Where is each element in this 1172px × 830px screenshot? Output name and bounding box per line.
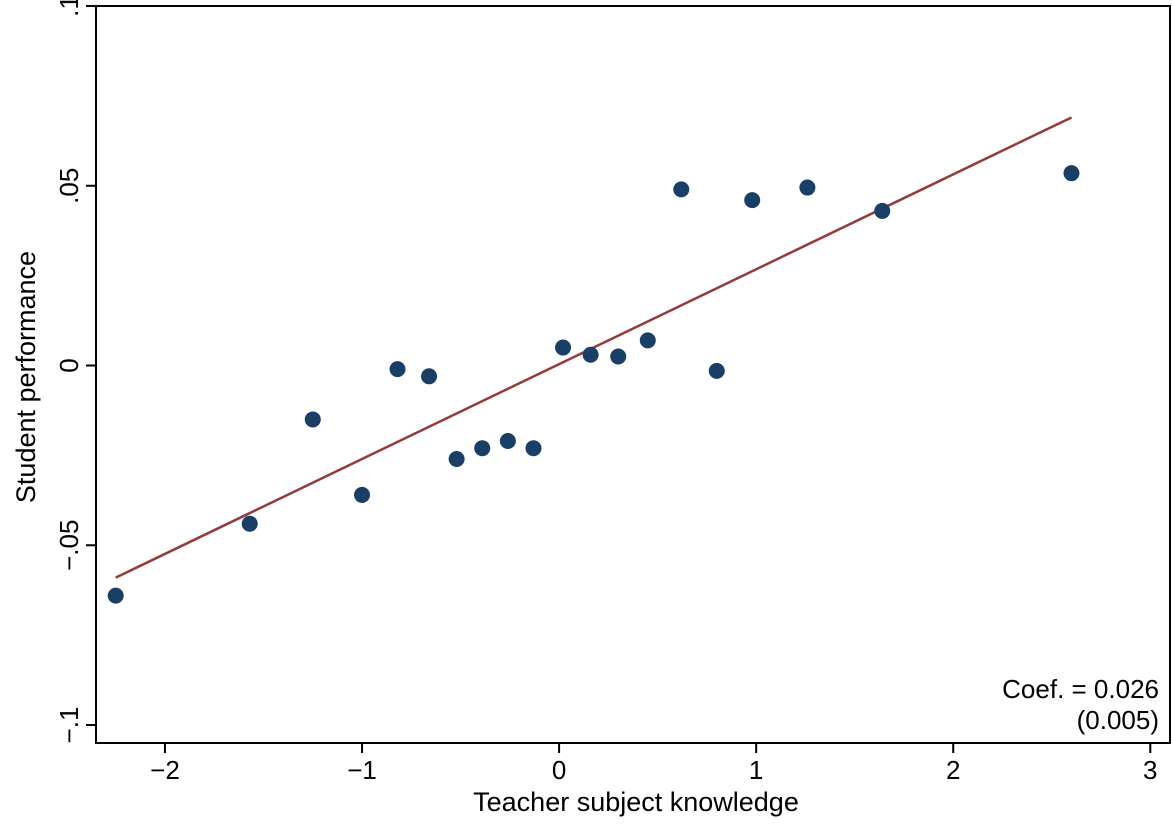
data-point xyxy=(448,450,465,467)
coefficient-annotation: Coef. = 0.026 xyxy=(1002,674,1159,704)
x-tick-label: −2 xyxy=(150,755,180,785)
data-point xyxy=(354,486,371,503)
data-point xyxy=(639,332,656,349)
y-axis-ticks: −.1 −.05 0 .05 .1 xyxy=(54,0,96,743)
data-point xyxy=(744,192,761,209)
data-point xyxy=(304,411,321,428)
data-point xyxy=(582,346,599,363)
data-point xyxy=(421,368,438,385)
x-tick-label: 2 xyxy=(946,755,960,785)
x-tick-label: 1 xyxy=(749,755,763,785)
x-tick-label: 0 xyxy=(552,755,566,785)
data-point xyxy=(241,515,258,532)
y-tick-label: 0 xyxy=(54,358,84,372)
x-axis-ticks: −2 −1 0 1 2 3 xyxy=(150,743,1158,785)
data-point xyxy=(555,339,572,356)
data-point xyxy=(525,440,542,457)
data-point xyxy=(708,362,725,379)
y-tick-label: −.1 xyxy=(54,707,84,744)
data-point xyxy=(673,181,690,198)
y-tick-label: .1 xyxy=(54,0,84,17)
x-tick-label: −1 xyxy=(347,755,377,785)
y-tick-label: .05 xyxy=(54,168,84,204)
data-point xyxy=(389,361,406,378)
plot-area xyxy=(95,5,1171,744)
data-points xyxy=(107,165,1080,604)
data-point xyxy=(1063,165,1080,182)
data-point xyxy=(499,433,516,450)
x-axis-title: Teacher subject knowledge xyxy=(473,787,799,817)
data-point xyxy=(799,179,816,196)
x-tick-label: 3 xyxy=(1143,755,1157,785)
y-axis-title: Student performance xyxy=(11,251,41,503)
data-point xyxy=(474,440,491,457)
data-point xyxy=(107,587,124,604)
data-point xyxy=(874,202,891,219)
data-point xyxy=(610,348,627,365)
y-tick-label: −.05 xyxy=(54,520,84,571)
standard-error-annotation: (0.005) xyxy=(1077,705,1159,735)
